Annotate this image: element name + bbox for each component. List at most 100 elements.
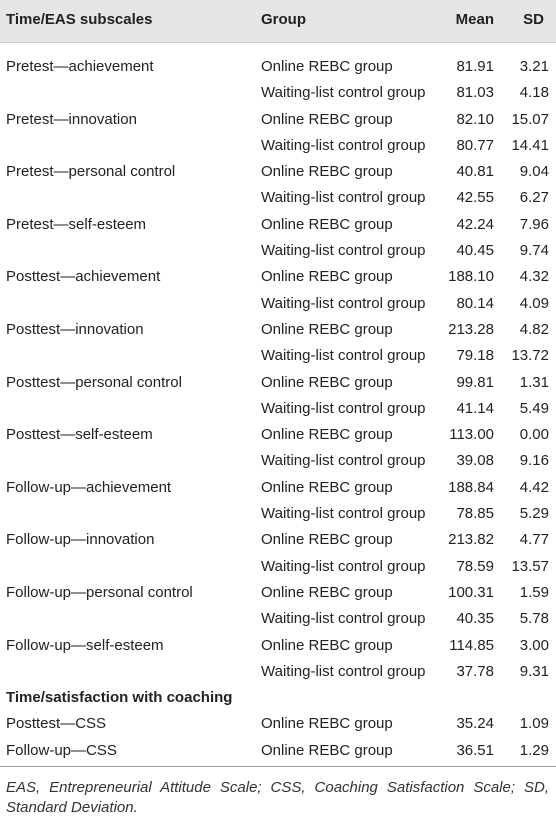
sd-cell: 4.09	[519, 294, 549, 312]
table-row: Posttest—CSS Online REBC group 35.24 1.09	[0, 711, 556, 737]
table-row: Follow-up—self-esteem Online REBC group 11…	[0, 633, 556, 659]
table-row: Follow-up—innovation Online REBC group 213…	[0, 527, 556, 553]
sd-cell: 4.32	[519, 268, 549, 286]
subscale-cell: Posttest—innovation	[6, 320, 144, 338]
sd-cell: 1.59	[519, 583, 549, 601]
sd-cell: 0.00	[519, 426, 549, 444]
sd-cell: 4.42	[519, 478, 549, 496]
mean-cell: 213.28	[448, 320, 494, 338]
sd-cell: 1.09	[519, 715, 549, 733]
sd-cell: 4.18	[519, 84, 549, 102]
subscale-cell: Follow-up—innovation	[6, 531, 155, 549]
group-cell: Waiting-list control group	[261, 399, 426, 417]
table-row: Waiting-list control group 40.45 9.74	[0, 238, 556, 264]
group-cell: Online REBC group	[261, 215, 393, 233]
mean-cell: 40.35	[456, 610, 494, 628]
subscale-cell: Follow-up—personal control	[6, 583, 193, 601]
table-row: Pretest—innovation Online REBC group 82.10…	[0, 107, 556, 133]
sd-cell: 9.16	[519, 452, 549, 470]
subscale-cell: Posttest—personal control	[6, 373, 182, 391]
sd-cell: 14.41	[511, 136, 549, 154]
table-row: Waiting-list control group 39.08 9.16	[0, 448, 556, 474]
table-row: Waiting-list control group 40.35 5.78	[0, 606, 556, 632]
subscale-cell: Posttest—CSS	[6, 715, 107, 733]
sd-cell: 4.82	[519, 320, 549, 338]
table-footnote: EAS, Entrepreneurial Attitude Scale; CSS…	[6, 779, 549, 816]
table-row: Follow-up—CSS Online REBC group 36.51 1.29	[0, 738, 556, 764]
group-cell: Online REBC group	[261, 163, 393, 181]
sd-cell: 9.04	[519, 163, 549, 181]
group-cell: Online REBC group	[261, 715, 393, 733]
table-row: Pretest—achievement Online REBC group 81.9…	[0, 54, 556, 80]
table-row: Waiting-list control group 41.14 5.49	[0, 396, 556, 422]
mean-cell: 100.31	[448, 583, 494, 601]
group-cell: Waiting-list control group	[261, 610, 426, 628]
table-row: Waiting-list control group 79.18 13.72	[0, 343, 556, 369]
group-cell: Waiting-list control group	[261, 452, 426, 470]
mean-cell: 42.24	[456, 215, 494, 233]
group-cell: Waiting-list control group	[261, 84, 426, 102]
sd-cell: 7.96	[519, 215, 549, 233]
subscale-cell: Follow-up—CSS	[6, 741, 117, 759]
group-cell: Online REBC group	[261, 478, 393, 496]
sd-cell: 1.29	[519, 741, 549, 759]
group-cell: Waiting-list control group	[261, 557, 426, 575]
table-row: Waiting-list control group 80.77 14.41	[0, 133, 556, 159]
mean-cell: 81.91	[456, 58, 494, 75]
mean-cell: 78.59	[456, 557, 494, 575]
table-row: Waiting-list control group 78.85 5.29	[0, 501, 556, 527]
subscale-cell: Follow-up—achievement	[6, 478, 172, 496]
group-cell: Online REBC group	[261, 636, 393, 654]
group-cell: Waiting-list control group	[261, 189, 426, 207]
group-cell: Waiting-list control group	[261, 242, 426, 260]
section-heading-row: Time/satisfaction with coaching	[0, 685, 556, 711]
mean-cell: 114.85	[449, 636, 494, 654]
sd-cell: 5.78	[519, 610, 549, 628]
table-row: Waiting-list control group 78.59 13.57	[0, 554, 556, 580]
mean-cell: 113.00	[449, 426, 494, 444]
group-cell: Waiting-list control group	[261, 294, 426, 312]
group-cell: Online REBC group	[261, 268, 393, 286]
sd-cell: 4.77	[519, 531, 549, 549]
sd-cell: 9.74	[519, 242, 549, 260]
mean-cell: 41.14	[456, 399, 494, 417]
mean-cell: 35.24	[456, 715, 494, 733]
table-bottom-rule	[0, 766, 556, 768]
group-cell: Online REBC group	[261, 426, 393, 444]
mean-cell: 188.10	[448, 268, 494, 286]
results-table: Time/EAS subscales Group Mean SD Pretest…	[0, 0, 556, 768]
subscale-cell: Pretest—innovation	[6, 110, 137, 128]
mean-cell: 37.78	[456, 662, 494, 680]
group-cell: Online REBC group	[261, 531, 393, 549]
header-sd: SD	[523, 11, 544, 28]
table-row: Pretest—personal control Online REBC grou…	[0, 159, 556, 185]
subscale-cell: Pretest—achievement	[6, 58, 154, 75]
table-row: Follow-up—achievement Online REBC group 18…	[0, 475, 556, 501]
table-row: Follow-up—personal control Online REBC gr…	[0, 580, 556, 606]
sd-cell: 13.57	[511, 557, 549, 575]
mean-cell: 78.85	[456, 505, 494, 523]
mean-cell: 80.14	[456, 294, 494, 312]
group-cell: Online REBC group	[261, 583, 393, 601]
sd-cell: 15.07	[511, 110, 549, 128]
sd-cell: 3.00	[519, 636, 549, 654]
subscale-cell: Follow-up—self-esteem	[6, 636, 164, 654]
table-header-row: Time/EAS subscales Group Mean SD	[0, 0, 556, 43]
subscale-cell: Posttest—self-esteem	[6, 426, 153, 444]
group-cell: Waiting-list control group	[261, 662, 426, 680]
mean-cell: 39.08	[456, 452, 494, 470]
mean-cell: 82.10	[456, 110, 494, 128]
group-cell: Waiting-list control group	[261, 136, 426, 154]
mean-cell: 40.45	[456, 242, 494, 260]
sd-cell: 9.31	[519, 662, 549, 680]
css-rows: Posttest—CSS Online REBC group 35.24 1.09 Fo…	[0, 711, 556, 764]
group-cell: Waiting-list control group	[261, 505, 426, 523]
table-row: Pretest—self-esteem Online REBC group 42.2…	[0, 212, 556, 238]
sd-cell: 1.31	[519, 373, 549, 391]
table-row: Posttest—personal control Online REBC gro…	[0, 370, 556, 396]
mean-cell: 99.81	[456, 373, 494, 391]
table-row: Waiting-list control group 80.14 4.09	[0, 291, 556, 317]
sd-cell: 5.29	[519, 505, 549, 523]
subscale-cell: Pretest—self-esteem	[6, 215, 147, 233]
mean-cell: 80.77	[456, 136, 494, 154]
